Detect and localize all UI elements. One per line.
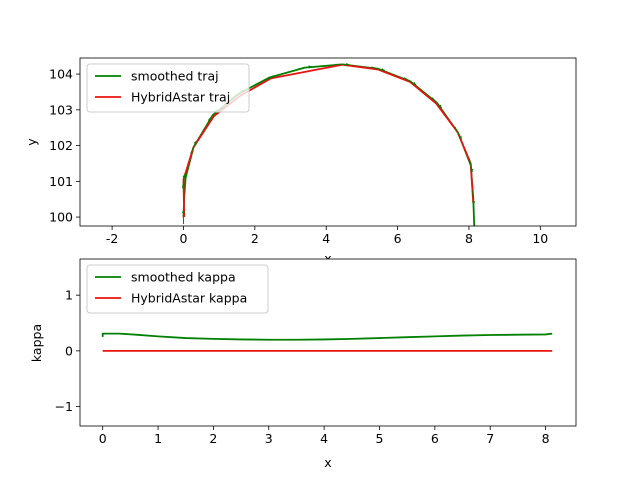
trajectory-ylabel: y <box>24 138 39 146</box>
heading-arrow-head <box>438 104 442 108</box>
heading-arrow-head <box>346 62 350 67</box>
kappa-ylabel: kappa <box>29 324 44 362</box>
y-tick-label: 104 <box>49 67 73 82</box>
trajectory-plot: -2 0 2 4 6 8 10 100 101 102 103 104 x y smoothed t… <box>24 57 577 266</box>
x-tick-label: 1 <box>154 431 162 446</box>
legend-box <box>86 264 269 314</box>
x-tick-label: -2 <box>106 231 118 246</box>
kappa-legend: smoothed kappa HybridAstar kappa <box>86 264 269 314</box>
x-tick-label: 5 <box>376 431 384 446</box>
x-tick-label: 7 <box>486 431 494 446</box>
y-tick-label: 100 <box>49 210 73 225</box>
x-tick-label: 0 <box>99 431 107 446</box>
y-tick-label: 101 <box>49 174 73 189</box>
y-tick-label: 103 <box>49 102 73 117</box>
kappa-xlabel: x <box>324 455 331 470</box>
trajectory-xlabel: x <box>324 251 331 266</box>
y-tick-label: 0 <box>65 343 73 358</box>
heading-arrow-head <box>471 201 476 205</box>
x-tick-label: 6 <box>431 431 439 446</box>
x-tick-label: 4 <box>320 431 328 446</box>
x-tick-label: 8 <box>542 431 550 446</box>
series-line-smoothed-kappa <box>101 332 553 341</box>
legend-label-hybridastar-kappa: HybridAstar kappa <box>131 291 247 306</box>
x-tick-label: 4 <box>322 231 330 246</box>
legend-label-smoothed-traj: smoothed traj <box>131 69 219 84</box>
kappa-plot-frame <box>79 258 577 427</box>
trajectory-plot-frame <box>79 57 577 227</box>
heading-arrow-head <box>272 75 276 79</box>
heading-arrow-head <box>412 81 417 85</box>
x-tick-label: 6 <box>394 231 402 246</box>
trajectory-legend: smoothed traj HybridAstar traj <box>86 63 250 113</box>
x-tick-label: 3 <box>265 431 273 446</box>
x-tick-label: 2 <box>251 231 259 246</box>
x-tick-label: 10 <box>532 231 548 246</box>
heading-arrow-head <box>308 65 312 69</box>
heading-arrow-head <box>470 168 474 173</box>
heading-arrow-head <box>193 140 197 145</box>
x-tick-label: 8 <box>465 231 473 246</box>
heading-arrow-head <box>381 68 385 72</box>
legend-label-smoothed-kappa: smoothed kappa <box>131 270 236 285</box>
legend-box <box>86 63 250 113</box>
x-tick-label: 2 <box>209 431 217 446</box>
y-tick-label: 102 <box>49 138 73 153</box>
kappa-plot: 0 1 2 3 4 5 6 7 8 −1 0 1 x kappa smoothed kappa Hy… <box>29 258 577 470</box>
y-tick-label: −1 <box>55 399 73 414</box>
heading-arrow-head <box>458 135 462 140</box>
heading-arrow-head <box>182 174 186 178</box>
legend-label-hybridastar-traj: HybridAstar traj <box>131 90 230 105</box>
x-tick-label: 0 <box>180 231 188 246</box>
y-tick-label: 1 <box>65 288 73 303</box>
heading-arrow-head <box>181 210 186 214</box>
